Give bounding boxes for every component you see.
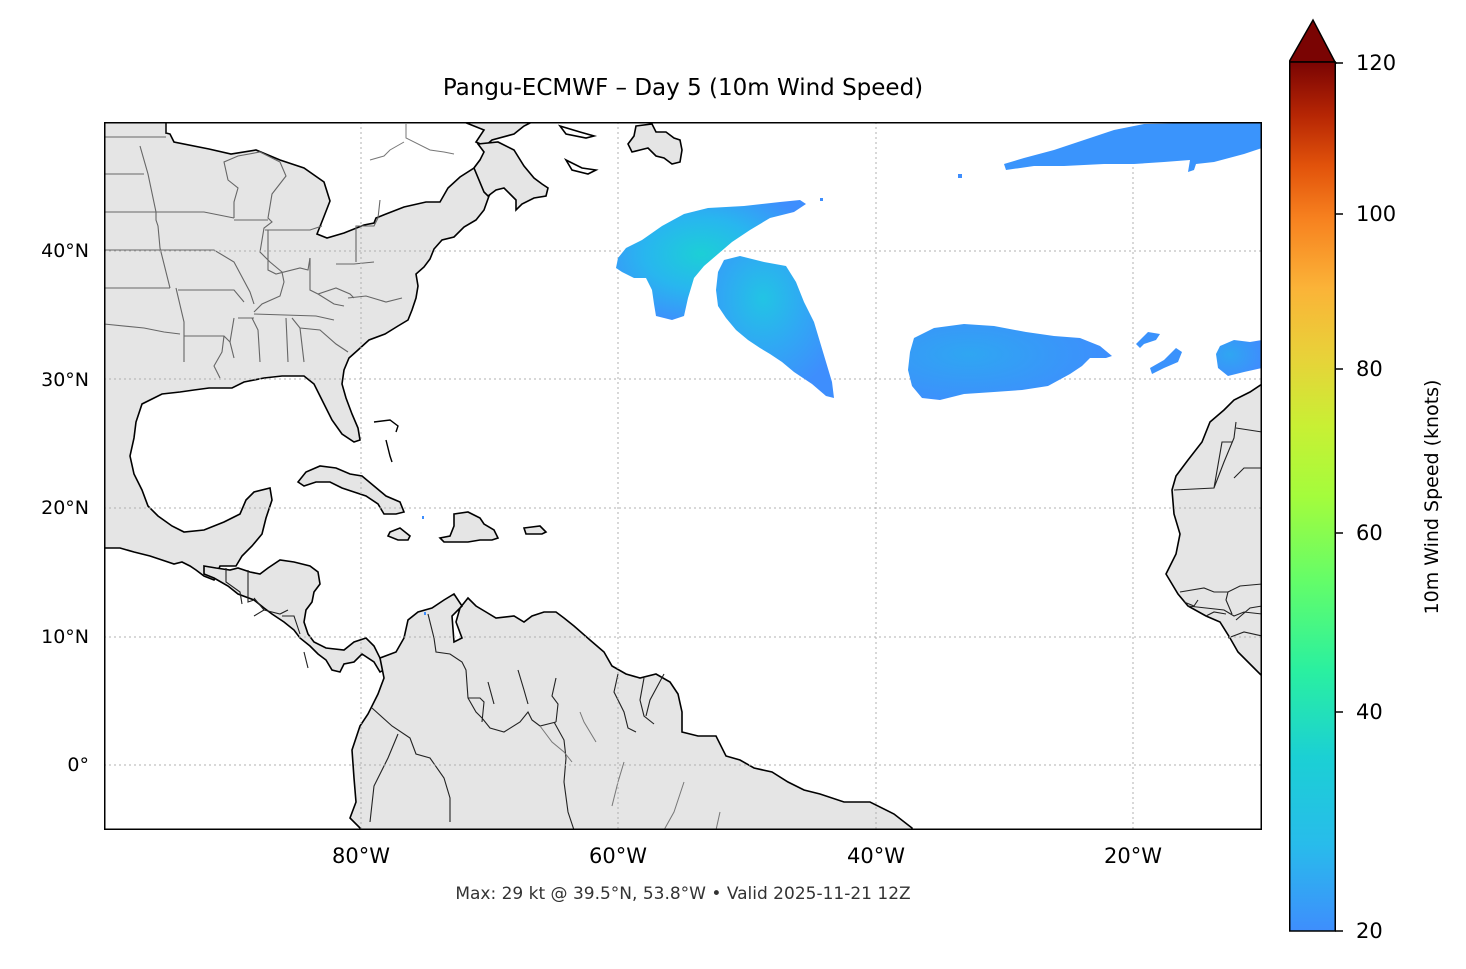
wind-area-azores-1 (1136, 332, 1160, 348)
colorbar-tick-40: 40 (1356, 700, 1383, 724)
colorbar-gradient (1289, 61, 1336, 932)
colorbar-tick-80: 80 (1356, 357, 1383, 381)
land-puerto-rico (522, 525, 548, 535)
pei (563, 158, 599, 175)
wind-speck-1 (958, 174, 962, 178)
y-tick-0: 0° (67, 754, 89, 776)
wind-area-north-band (1004, 122, 1262, 172)
land-jamaica (386, 527, 412, 541)
x-tick-60w: 60°W (589, 844, 647, 868)
colorbar-tick-100: 100 (1356, 202, 1397, 226)
colorbar-tick-20: 20 (1356, 919, 1383, 943)
x-tick-80w: 80°W (332, 844, 390, 868)
y-tick-40n: 40°N (41, 240, 89, 262)
wind-area-east-blob (908, 324, 1112, 400)
wind-area-azores-3 (1216, 340, 1262, 376)
anticosti (557, 124, 598, 139)
colorbar (1287, 18, 1343, 932)
gridlines (104, 122, 1262, 830)
country-borders (165, 122, 1262, 830)
wind-area-azores-2 (1150, 348, 1182, 374)
land-cuba (296, 465, 406, 515)
wind-area-central-lobe (716, 256, 834, 398)
colorbar-extend-arrow (1287, 18, 1337, 63)
us-state-borders (104, 136, 403, 379)
land-maritimes (473, 141, 549, 212)
x-tick-20w: 20°W (1104, 844, 1162, 868)
max-value-note: Max: 29 kt @ 39.5°N, 53.8°W • Valid 2025… (455, 884, 911, 904)
map-border (104, 122, 1262, 830)
y-tick-10n: 10°N (41, 626, 89, 648)
land-hispaniola (438, 511, 500, 543)
chart-title: Pangu-ECMWF – Day 5 (10m Wind Speed) (442, 75, 924, 101)
wind-area-nw-swath (616, 200, 806, 320)
land-west-africa (1165, 383, 1262, 678)
land-south-america (349, 592, 913, 830)
land-newfoundland (627, 123, 683, 165)
colorbar-tick-120: 120 (1356, 51, 1397, 75)
colorbar-label: 10m Wind Speed (knots) (1421, 379, 1443, 615)
x-tick-40w: 40°W (847, 844, 905, 868)
map-panel (104, 122, 1262, 830)
colorbar-tick-marks (1335, 62, 1343, 932)
land-north-america (104, 122, 533, 582)
colorbar-tick-60: 60 (1356, 521, 1383, 545)
wind-speck-2 (820, 198, 823, 201)
wind-speed-field (422, 122, 1262, 615)
wind-speck-3 (422, 516, 424, 519)
land-bahamas (373, 419, 399, 463)
map-canvas (104, 122, 1262, 830)
y-tick-20n: 20°N (41, 497, 89, 519)
wind-speck-4 (424, 612, 426, 615)
y-tick-30n: 30°N (41, 369, 89, 391)
